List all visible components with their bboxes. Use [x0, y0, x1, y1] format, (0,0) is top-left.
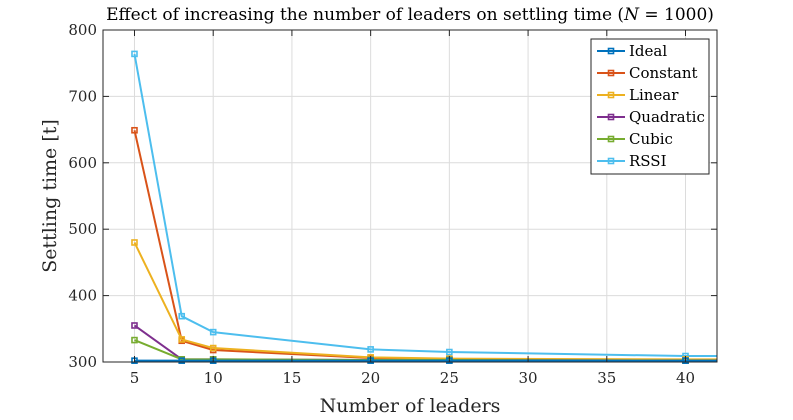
y-tick-label: 500 [68, 220, 97, 238]
data-point-linear [131, 239, 138, 246]
legend-label: Quadratic [629, 108, 705, 126]
legend-entry-quadratic: Quadratic [597, 108, 705, 126]
legend-label: Linear [629, 86, 679, 104]
y-axis-label: Settling time [t] [39, 119, 61, 273]
x-tick-label: 30 [519, 369, 538, 387]
legend-marker [607, 157, 615, 165]
legend-label: RSSI [629, 152, 667, 170]
x-tick-label: 15 [282, 369, 301, 387]
x-tick-label: 40 [676, 369, 695, 387]
y-tick-label: 300 [68, 353, 97, 371]
data-point-ideal [178, 357, 186, 364]
legend-marker [607, 113, 615, 121]
data-point-cubic [131, 336, 138, 344]
x-tick-label: 10 [204, 369, 223, 387]
data-point-rssi [446, 348, 453, 356]
axes-box [102, 29, 718, 363]
x-tick-label: 35 [597, 369, 616, 387]
ticks: 5 10 15 20 25 30 35 40 300 400 500 600 700 800 [68, 21, 717, 387]
y-tick-label: 400 [68, 287, 97, 305]
data-point-rssi [367, 346, 374, 353]
legend-label: Cubic [629, 130, 673, 148]
legend-marker [607, 47, 615, 55]
legend-entry-rssi: RSSI [597, 152, 667, 170]
data-point-constant [131, 126, 138, 134]
chart-title: Effect of increasing the number of leade… [106, 5, 714, 25]
data-point-quadratic [131, 322, 138, 329]
legend-box [590, 38, 710, 175]
legend: Ideal Constant Linear Quadratic Cubic RSSI [590, 38, 710, 175]
data-point-linear [178, 336, 186, 343]
x-tick-label: 20 [361, 369, 380, 387]
chart-title-part-2: N [623, 5, 640, 25]
data-point-linear [209, 344, 217, 352]
chart-title-part-1: Effect of increasing the number of leade… [106, 5, 624, 25]
legend-entry-constant: Constant [597, 64, 698, 82]
legend-label: Ideal [629, 42, 667, 60]
legend-marker [607, 91, 615, 99]
legend-marker [607, 69, 615, 77]
y-tick-label: 700 [68, 87, 97, 105]
legend-entry-ideal: Ideal [597, 42, 667, 60]
chart-title-part-3: = 1000) [639, 5, 714, 25]
x-axis-label: Number of leaders [320, 395, 501, 417]
legend-entry-cubic: Cubic [597, 130, 673, 148]
data-point-rssi [178, 312, 186, 320]
y-tick-label: 800 [68, 21, 97, 39]
y-tick-label: 600 [68, 154, 97, 172]
data-point-rssi [131, 50, 138, 58]
x-tick-label: 5 [130, 369, 140, 387]
data-point-rssi [209, 328, 217, 336]
legend-label: Constant [629, 64, 698, 82]
legend-entry-linear: Linear [597, 86, 679, 104]
legend-marker [607, 135, 615, 143]
x-tick-label: 25 [440, 369, 459, 387]
